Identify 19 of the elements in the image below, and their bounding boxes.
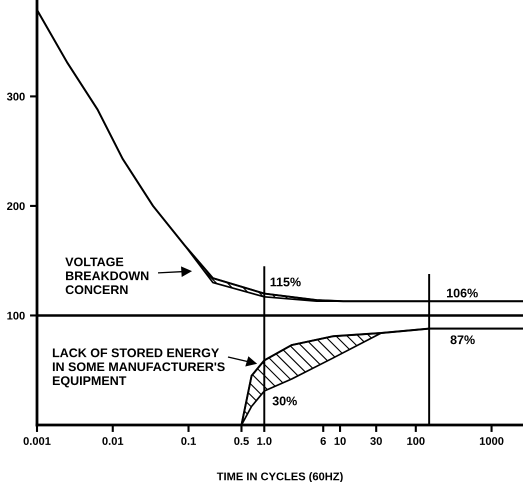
annotation: VOLTAGE BREAKDOWN CONCERN	[65, 257, 148, 294]
annotation: LACK OF STORED ENERGY IN SOME MANUFACTURER'S EQUIPMENT	[52, 348, 225, 388]
y-tick-label: 100	[7, 312, 25, 320]
annotation: 106%	[447, 288, 478, 298]
x-tick-label: 6	[320, 437, 326, 445]
x-tick-label: 100	[407, 437, 425, 445]
x-tick-label: 0.1	[181, 437, 196, 445]
x-tick-label: 0.5	[234, 437, 249, 445]
x-tick-label: 1000	[480, 437, 504, 445]
x-tick-label: 0.01	[102, 437, 124, 445]
x-tick-label: 30	[370, 437, 382, 445]
x-tick-label: 10	[334, 437, 346, 445]
annotation: 115%	[270, 278, 301, 286]
x-tick-label: 0.001	[24, 437, 51, 445]
y-tick-label: 200	[7, 202, 25, 210]
annotation: 30%	[272, 396, 297, 406]
x-tick-label: 1.0	[257, 437, 272, 445]
annotation: 87%	[450, 335, 475, 344]
y-tick-label: 300	[6, 92, 25, 101]
